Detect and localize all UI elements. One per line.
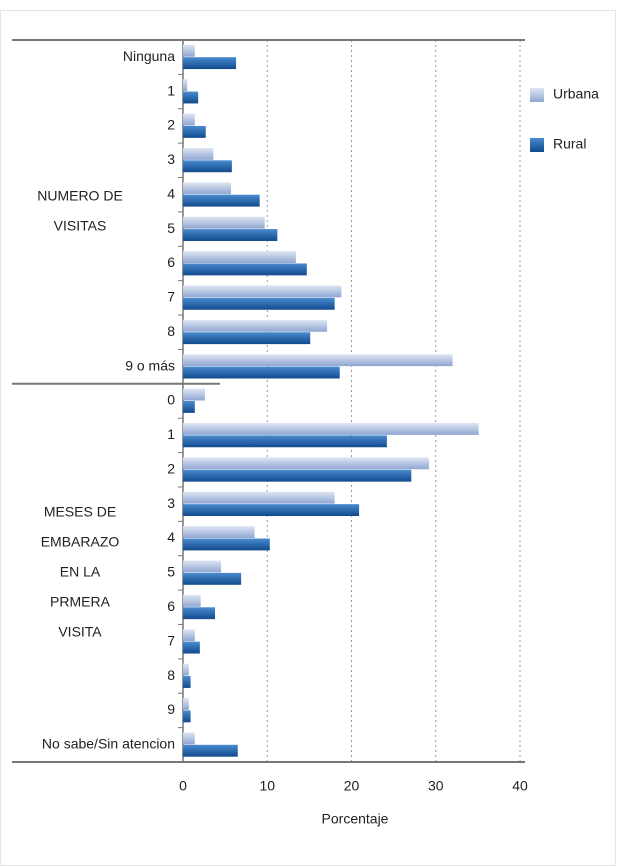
bar — [183, 560, 221, 573]
bar — [183, 285, 342, 298]
bar — [183, 332, 311, 345]
y-tick-label: 7 — [167, 632, 175, 648]
y-tick-label: 2 — [167, 117, 175, 133]
bar — [183, 744, 238, 757]
bar — [183, 319, 328, 332]
legend-swatch — [530, 138, 544, 152]
bar — [183, 469, 412, 482]
bar — [183, 147, 214, 160]
bar — [183, 491, 335, 504]
bar — [183, 457, 430, 470]
bar — [183, 354, 453, 367]
y-tick-label: 1 — [167, 426, 175, 442]
y-tick-label: 0 — [167, 392, 175, 408]
bar — [183, 194, 260, 207]
y-tick-label: Ninguna — [123, 48, 175, 64]
bar — [183, 388, 205, 401]
y-tick-label: 9 — [167, 701, 175, 717]
bar — [183, 44, 195, 57]
bar — [183, 229, 278, 241]
y-tick-label: 3 — [167, 495, 175, 511]
bar — [183, 629, 195, 642]
legend-label: Urbana — [553, 86, 599, 102]
y-tick-label: 8 — [167, 323, 175, 339]
bar — [183, 263, 307, 276]
bar — [183, 698, 189, 710]
bar — [183, 182, 232, 195]
y-tick-label: 6 — [167, 254, 175, 270]
x-tick-label: 10 — [259, 778, 275, 794]
bar — [183, 79, 188, 92]
bar — [183, 607, 216, 620]
bar — [183, 160, 232, 173]
group-label: PRMERA — [50, 594, 111, 610]
y-tick-label: 2 — [167, 460, 175, 476]
y-tick-label: 7 — [167, 289, 175, 305]
bar — [183, 366, 340, 379]
group-label: VISITAS — [54, 218, 107, 234]
x-tick-label: 30 — [428, 778, 444, 794]
y-tick-label: 6 — [167, 598, 175, 614]
bar — [183, 732, 195, 745]
y-tick-label: 8 — [167, 667, 175, 683]
bar — [183, 216, 265, 229]
group-label: EN LA — [60, 564, 101, 580]
bar — [183, 57, 237, 70]
group-label: EMBARAZO — [41, 534, 120, 550]
bar — [183, 594, 201, 607]
bar — [183, 663, 189, 676]
y-tick-label: 3 — [167, 151, 175, 167]
bar — [183, 504, 360, 517]
bar — [183, 435, 387, 448]
group-label: VISITA — [58, 624, 102, 640]
bar — [183, 91, 199, 104]
group-label: MESES DE — [44, 504, 116, 520]
bar — [183, 113, 195, 126]
y-tick-label: 5 — [167, 564, 175, 580]
y-tick-label: 1 — [167, 82, 175, 98]
x-tick-label: 0 — [179, 778, 187, 794]
y-tick-label: No sabe/Sin atencion — [42, 736, 175, 752]
bar — [183, 401, 195, 413]
legend-swatch — [530, 88, 544, 102]
frame — [0, 10, 616, 866]
bar — [183, 423, 479, 435]
bar — [183, 125, 206, 138]
bar — [183, 641, 200, 654]
x-tick-label: 40 — [512, 778, 528, 794]
bar — [183, 297, 335, 310]
bar — [183, 676, 191, 688]
y-tick-label: 4 — [167, 529, 175, 545]
legend-label: Rural — [553, 136, 586, 152]
bar — [183, 572, 242, 585]
y-tick-label: 5 — [167, 220, 175, 236]
x-axis-label: Porcentaje — [322, 811, 389, 827]
x-tick-label: 20 — [344, 778, 360, 794]
bar — [183, 526, 255, 539]
bar — [183, 538, 270, 551]
group-label: NUMERO DE — [37, 188, 123, 204]
bar — [183, 251, 296, 263]
bar — [183, 710, 191, 723]
y-tick-label: 9 o más — [125, 357, 175, 373]
y-tick-label: 4 — [167, 185, 175, 201]
